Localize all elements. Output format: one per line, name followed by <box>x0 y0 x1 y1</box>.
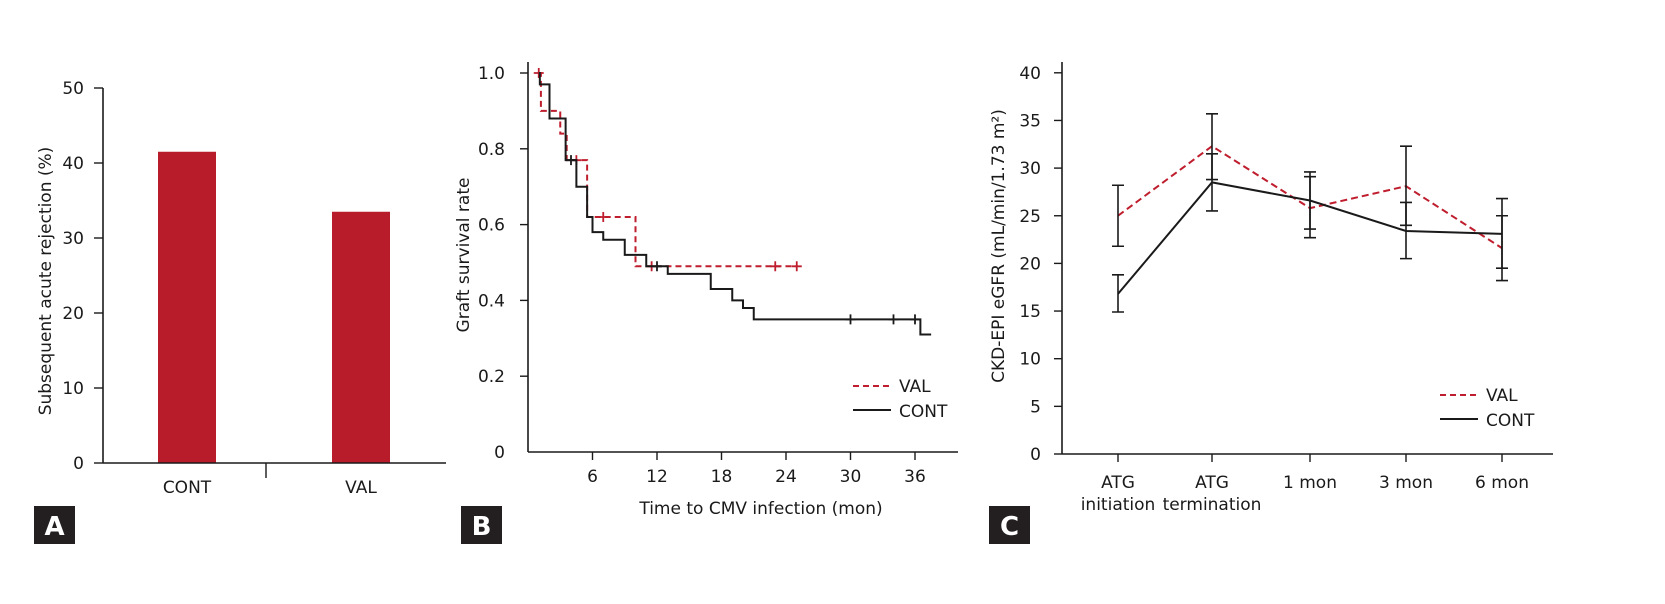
panel-c-y-tick-label: 40 <box>1019 64 1041 84</box>
panel-c-legend-cont-label: CONT <box>1486 411 1535 431</box>
panel-b-x-tick-label: 18 <box>711 467 733 487</box>
panel-a-y-tick-label: 20 <box>62 304 84 324</box>
panel-a-y-axis-title: Subsequent acute rejection (%) <box>36 147 56 416</box>
panel-a: 0 10 20 30 40 50 CONT VAL Subsequent acute re… <box>34 79 446 544</box>
panel-c-legend-val-label: VAL <box>1486 386 1518 406</box>
panel-b-y-tick-label: 0.2 <box>478 367 505 387</box>
panel-b-x-tick-label: 6 <box>587 467 598 487</box>
panel-c-cont-error-bar <box>1304 175 1316 230</box>
panel-b-x-tick-label: 36 <box>904 467 926 487</box>
panel-c-x-tick-label: 1 mon <box>1283 473 1337 493</box>
panel-c-y-tick-label: 5 <box>1030 397 1041 417</box>
panel-c-y-axis-title: CKD-EPI eGFR (mL/min/1.73 m²) <box>989 109 1009 383</box>
panel-b-label: B <box>472 512 492 542</box>
panel-c-y-ticks: 0 5 10 15 20 25 30 35 40 <box>1019 64 1062 465</box>
panel-b-y-tick-label: 0.8 <box>478 140 505 160</box>
panel-b-y-tick-label: 0.4 <box>478 291 505 311</box>
panel-c-cont-error-bar <box>1400 201 1412 260</box>
panel-c-cont-error-bar <box>1206 153 1218 212</box>
panel-a-label: A <box>44 512 64 542</box>
panel-c-y-tick-label: 35 <box>1019 111 1041 131</box>
panel-a-x-label-cont: CONT <box>163 478 212 498</box>
panel-a-badge <box>34 506 75 544</box>
panel-a-x-label-val: VAL <box>345 478 377 498</box>
panel-b-cont-censor-mark <box>845 314 856 325</box>
panel-b-val-curve <box>538 72 797 268</box>
panel-b-cont-censor-mark <box>652 261 662 272</box>
panel-b-legend-val-label: VAL <box>899 377 931 397</box>
panel-b-val-censor-mark <box>770 261 781 272</box>
panel-b-cont-curve <box>538 72 932 336</box>
panel-b-cont-censor-mark <box>910 314 920 325</box>
panel-c-cont-error-bar <box>1112 274 1124 313</box>
panel-b-x-axis-title: Time to CMV infection (mon) <box>638 499 882 519</box>
panel-b-y-axis-title: Graft survival rate <box>454 178 474 333</box>
panel-c-legend: VAL CONT <box>1440 386 1535 431</box>
panel-b-legend-cont-label: CONT <box>899 402 948 422</box>
panel-b-cont-censor-mark <box>888 314 899 325</box>
panel-b-badge <box>461 506 502 544</box>
panel-a-bar-cont <box>158 151 216 463</box>
panel-b-val-censor-mark <box>791 261 802 272</box>
panel-c-x-tick-label: ATG termination <box>1163 473 1262 515</box>
panel-c-y-tick-label: 30 <box>1019 159 1041 179</box>
panel-c-y-tick-label: 25 <box>1019 207 1041 227</box>
panel-c-x-tick-label: 6 mon <box>1475 473 1529 493</box>
panel-a-bars <box>158 151 390 463</box>
panel-c-y-tick-label: 15 <box>1019 302 1041 322</box>
panel-b-cont-censor-mark <box>566 155 576 166</box>
panel-a-y-tick-label: 0 <box>73 454 84 474</box>
panel-c-y-tick-label: 10 <box>1019 350 1041 370</box>
panel-c-series <box>1112 112 1508 313</box>
panel-b-y-tick-label: 0.6 <box>478 216 505 236</box>
panel-a-y-tick-label: 50 <box>62 79 84 99</box>
panel-b-series <box>533 68 932 336</box>
panel-c-y-tick-label: 0 <box>1030 445 1041 465</box>
panel-c-label: C <box>1000 512 1019 542</box>
panel-b-y-tick-label: 0 <box>494 443 505 463</box>
panel-b-x-tick-label: 24 <box>775 467 797 487</box>
panel-a-y-tick-label: 10 <box>62 379 84 399</box>
panel-b-x-ticks: 6 12 18 24 30 36 <box>587 452 926 487</box>
panel-b-x-tick-label: 30 <box>840 467 862 487</box>
panel-b-legend: VAL CONT <box>853 377 948 422</box>
panel-b-y-ticks: 0 0.2 0.4 0.6 0.8 1.0 <box>478 64 528 463</box>
panel-a-y-tick-label: 40 <box>62 154 84 174</box>
panel-c-val-error-bar <box>1112 184 1124 248</box>
panel-a-bar-val <box>332 211 390 463</box>
panel-c-x-tick-label: ATG initiation <box>1081 473 1156 515</box>
panel-b-y-tick-label: 1.0 <box>478 64 505 84</box>
panel-a-y-tick-label: 30 <box>62 229 84 249</box>
panel-b-val-censor-mark <box>598 212 609 223</box>
panel-c-badge <box>989 506 1030 544</box>
panel-c-x-tick-label: 3 mon <box>1379 473 1433 493</box>
panel-b-x-tick-label: 12 <box>646 467 668 487</box>
panel-a-y-ticks: 0 10 20 30 40 50 <box>62 79 103 474</box>
panel-b: 0 0.2 0.4 0.6 0.8 1.0 6 12 18 24 30 36 Graft survi… <box>454 62 958 544</box>
panel-c-y-tick-label: 20 <box>1019 254 1041 274</box>
panel-c-cont-error-bar <box>1496 197 1508 269</box>
